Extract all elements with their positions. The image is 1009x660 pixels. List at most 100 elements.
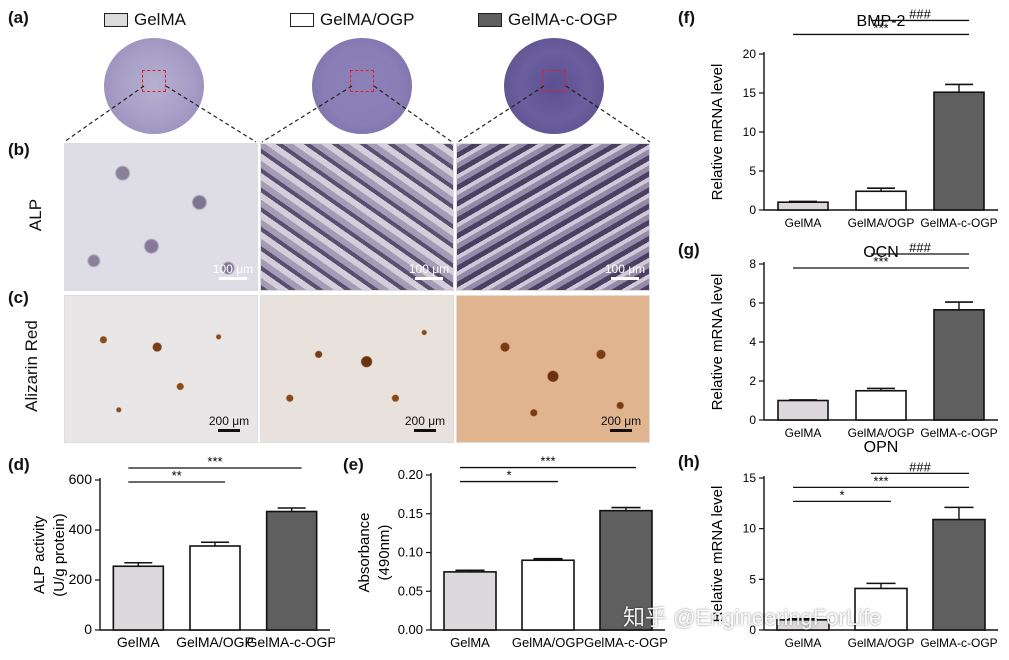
- roi-box: [350, 70, 374, 92]
- bar: [777, 399, 829, 421]
- y-axis-label-unit: (490nm): [376, 525, 393, 581]
- y-tick-label: 0: [749, 623, 756, 637]
- dish-gelma-c-ogp: [504, 38, 604, 134]
- scale-bar-line: [611, 277, 639, 280]
- y-tick-label: 20: [743, 47, 757, 61]
- significance-label: ***: [873, 20, 888, 35]
- chart-title: BMP-2: [857, 13, 906, 30]
- significance-label: ***: [207, 455, 222, 469]
- y-tick-label: 5: [749, 164, 756, 178]
- bar: [854, 587, 908, 631]
- scale-bar-label: 100 μm: [604, 262, 646, 276]
- legend-item-gelma-c-ogp: GelMA-c-OGP: [478, 10, 618, 30]
- chart-alp-activity: 0 200 400 600 ALP activity (U/g protein) GelMA…: [31, 455, 335, 650]
- bar: [265, 510, 318, 631]
- y-tick-label: 200: [69, 571, 93, 587]
- y-tick-label: 5: [749, 572, 756, 586]
- category-label: GelMA/OGP: [848, 636, 915, 650]
- panel-label-h: (h): [678, 452, 700, 471]
- chart-bmp2: BMP-2 0 5 10 15 20 Relative mRNA level GelMA Gel…: [709, 8, 998, 230]
- scale-bar: 200 μm: [597, 414, 645, 432]
- scale-bar-label: 200 μm: [600, 414, 642, 428]
- significance-label: ###: [909, 8, 931, 21]
- bar: [855, 389, 907, 421]
- dish-gelma-ogp: [312, 38, 412, 134]
- significance-label: ***: [873, 473, 888, 488]
- roi-box: [542, 70, 566, 92]
- y-tick-label: 15: [743, 471, 757, 485]
- bar: [599, 509, 653, 631]
- y-tick-label: 15: [743, 86, 757, 100]
- chart-ocn: OCN 0 2 4 6 8 Relative mRNA level GelMA GelMA/OG…: [709, 240, 998, 440]
- significance-label: ***: [873, 254, 888, 269]
- chart-absorbance: 0.00 0.05 0.10 0.15 0.20 Absorbance (490nm) Gel…: [356, 455, 668, 650]
- bar: [776, 619, 830, 631]
- bar: [777, 201, 829, 211]
- y-tick-label: 8: [749, 257, 756, 271]
- category-label: GelMA/OGP: [176, 634, 254, 650]
- scale-bar-line: [610, 429, 632, 432]
- legend-label: GelMA-c-OGP: [508, 10, 618, 29]
- category-label: GelMA-c-OGP: [920, 636, 997, 650]
- legend-swatch: [290, 13, 314, 27]
- y-tick-label: 6: [749, 296, 756, 310]
- category-label: GelMA-c-OGP: [920, 426, 997, 440]
- y-tick-label: 0.15: [398, 506, 423, 521]
- significance-label: *: [839, 487, 844, 502]
- y-tick-label: 0.00: [398, 622, 423, 637]
- y-axis-label: Relative mRNA level: [709, 64, 726, 201]
- category-label: GelMA/OGP: [848, 426, 915, 440]
- y-axis-label-unit: (U/g protein): [51, 513, 68, 596]
- y-tick-label: 10: [743, 125, 757, 139]
- legend-item-gelma-ogp: GelMA/OGP: [290, 10, 414, 30]
- y-tick-label: 400: [69, 521, 93, 537]
- bar: [189, 545, 241, 631]
- scale-bar-label: 200 μm: [404, 414, 446, 428]
- y-tick-label: 10: [743, 522, 757, 536]
- y-tick-label: 0: [84, 621, 92, 637]
- micrograph-alp-gelma: 100 μm: [64, 143, 258, 291]
- y-tick-label: 2: [749, 374, 756, 388]
- scale-bar-line: [219, 277, 247, 280]
- micrograph-alizarin-gelma-ogp: 200 μm: [260, 295, 454, 443]
- bar: [933, 91, 985, 211]
- chart-title: OCN: [863, 244, 899, 261]
- micrograph-alp-gelma-c-ogp: 100 μm: [456, 143, 650, 291]
- chart-title: OPN: [864, 440, 899, 456]
- roi-box: [142, 70, 166, 92]
- bar: [443, 571, 497, 631]
- scale-bar: 100 μm: [603, 262, 647, 280]
- category-label: GelMA/OGP: [848, 216, 915, 230]
- legend-swatch: [478, 13, 502, 27]
- micrograph-alizarin-gelma: 200 μm: [64, 295, 258, 443]
- significance-label: *: [506, 468, 511, 483]
- row-label-alp: ALP: [26, 198, 45, 232]
- scale-bar-label: 200 μm: [208, 414, 250, 428]
- scale-bar-label: 100 μm: [408, 262, 450, 276]
- y-tick-label: 0.20: [398, 467, 423, 482]
- row-label-alizarin: Alizarin Red: [22, 320, 41, 412]
- scale-bar: 200 μm: [205, 414, 253, 432]
- scale-bar-line: [414, 429, 436, 432]
- panel-label-b: (b): [8, 140, 30, 159]
- category-label: GelMA-c-OGP: [247, 634, 335, 650]
- y-tick-label: 4: [749, 335, 756, 349]
- scale-bar-line: [415, 277, 443, 280]
- y-axis-label: Absorbance: [356, 512, 373, 592]
- scale-bar-line: [218, 429, 240, 432]
- category-label: GelMA-c-OGP: [920, 216, 997, 230]
- y-tick-label: 600: [69, 471, 93, 487]
- micrograph-alp-gelma-ogp: 100 μm: [260, 143, 454, 291]
- y-tick-label: 0: [749, 413, 756, 427]
- bar: [521, 559, 575, 631]
- scale-bar: 100 μm: [211, 262, 255, 280]
- significance-label: **: [172, 468, 182, 483]
- micrograph-alizarin-gelma-c-ogp: 200 μm: [456, 295, 650, 443]
- bar: [933, 309, 985, 421]
- legend-label: GelMA: [134, 10, 186, 29]
- significance-label: ###: [909, 459, 931, 474]
- category-label: GelMA: [450, 635, 490, 650]
- panel-label-g: (g): [678, 240, 700, 259]
- y-axis-label: ALP activity: [31, 515, 48, 594]
